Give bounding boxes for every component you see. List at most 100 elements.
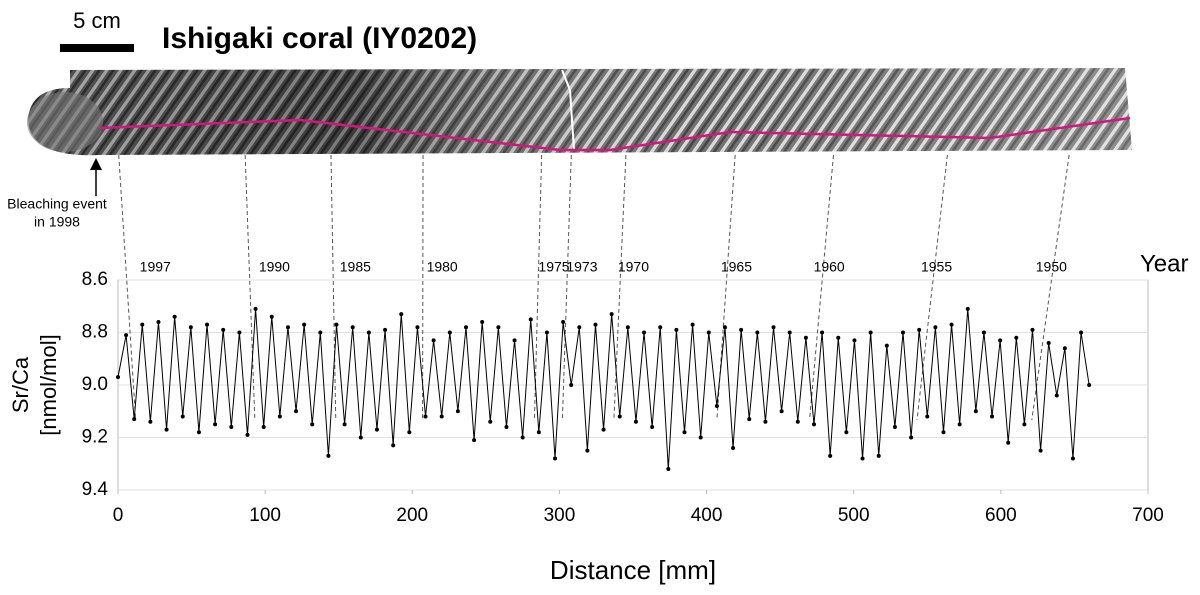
year-label: 1973 bbox=[566, 259, 597, 275]
data-point bbox=[706, 330, 711, 335]
data-point bbox=[504, 425, 509, 429]
year-link bbox=[716, 154, 736, 421]
data-point bbox=[463, 325, 468, 330]
y-axis-label: Sr/Ca bbox=[8, 356, 33, 413]
data-point bbox=[901, 330, 906, 335]
data-point bbox=[399, 312, 404, 317]
data-point bbox=[229, 425, 234, 429]
year-link bbox=[809, 154, 834, 421]
data-point bbox=[868, 330, 873, 335]
data-point bbox=[253, 306, 258, 311]
data-point bbox=[593, 322, 598, 327]
data-point bbox=[334, 322, 339, 327]
data-point bbox=[714, 404, 719, 408]
data-point bbox=[957, 422, 962, 427]
data-point bbox=[884, 343, 889, 348]
data-point bbox=[820, 330, 825, 335]
data-point bbox=[520, 435, 525, 440]
data-point bbox=[132, 417, 137, 422]
data-point bbox=[455, 409, 460, 414]
data-point bbox=[269, 314, 274, 319]
data-point bbox=[561, 320, 566, 324]
data-point bbox=[431, 338, 436, 343]
annotation: Bleaching event bbox=[7, 196, 107, 212]
data-point bbox=[674, 327, 679, 332]
year-link bbox=[916, 154, 948, 421]
data-point bbox=[1062, 346, 1067, 351]
data-point bbox=[310, 422, 315, 427]
data-point bbox=[447, 330, 452, 335]
year-axis-label: Year bbox=[1140, 250, 1189, 277]
y-tick-label: 8.6 bbox=[82, 269, 108, 290]
chart-title: Ishigaki coral (IY0202) bbox=[162, 22, 477, 55]
data-point bbox=[294, 409, 299, 414]
data-point bbox=[488, 419, 493, 424]
data-point bbox=[1079, 330, 1084, 335]
data-point bbox=[949, 322, 954, 327]
data-point bbox=[844, 430, 849, 435]
data-point bbox=[981, 330, 986, 335]
data-point bbox=[237, 330, 242, 335]
y-tick-label: 9.0 bbox=[82, 374, 108, 395]
data-point bbox=[658, 325, 663, 330]
data-point bbox=[544, 330, 549, 335]
data-point bbox=[836, 335, 841, 340]
data-point bbox=[755, 330, 760, 335]
data-point bbox=[803, 335, 808, 340]
year-label: 1950 bbox=[1036, 259, 1067, 275]
year-label: 1985 bbox=[340, 259, 371, 275]
x-tick-label: 700 bbox=[1132, 505, 1164, 526]
coral-image bbox=[27, 68, 1132, 156]
year-label: 1960 bbox=[814, 259, 845, 275]
data-point bbox=[998, 338, 1003, 343]
data-point bbox=[536, 430, 541, 435]
year-link bbox=[1031, 154, 1070, 421]
data-point bbox=[512, 338, 517, 343]
data-point bbox=[1054, 393, 1059, 398]
data-point bbox=[148, 419, 153, 424]
data-point bbox=[941, 430, 946, 435]
data-point bbox=[909, 435, 914, 440]
data-point bbox=[1070, 456, 1075, 461]
data-point bbox=[480, 320, 485, 324]
data-point bbox=[625, 325, 630, 330]
year-label: 1975 bbox=[538, 259, 569, 275]
data-point bbox=[1014, 335, 1019, 340]
data-point bbox=[617, 414, 622, 419]
data-point bbox=[374, 427, 379, 432]
data-point bbox=[472, 438, 477, 443]
data-point bbox=[285, 325, 290, 330]
data-point bbox=[690, 322, 695, 327]
y-axis-label: [nmol/mol] bbox=[36, 334, 61, 435]
x-tick-label: 300 bbox=[544, 505, 576, 526]
data-point bbox=[990, 414, 995, 419]
data-point bbox=[156, 320, 161, 324]
data-point bbox=[383, 327, 388, 332]
data-point bbox=[366, 330, 371, 335]
data-point bbox=[439, 414, 444, 419]
data-point bbox=[811, 422, 816, 427]
data-point bbox=[221, 327, 226, 332]
data-point bbox=[650, 425, 655, 429]
data-point bbox=[116, 375, 120, 380]
data-point bbox=[318, 330, 323, 335]
data-point bbox=[633, 419, 638, 424]
data-point bbox=[391, 443, 396, 448]
data-point bbox=[342, 422, 347, 427]
data-point bbox=[164, 427, 169, 432]
x-axis-label: Distance [mm] bbox=[550, 555, 716, 585]
data-point bbox=[140, 322, 145, 327]
y-tick-label: 8.8 bbox=[82, 322, 108, 343]
data-point bbox=[415, 325, 420, 330]
data-point bbox=[779, 409, 784, 414]
x-tick-label: 500 bbox=[838, 505, 870, 526]
data-point bbox=[1046, 341, 1051, 345]
data-point bbox=[965, 306, 970, 311]
data-point bbox=[188, 325, 193, 330]
data-point bbox=[739, 327, 744, 332]
data-point bbox=[172, 314, 177, 319]
y-tick-label: 9.4 bbox=[82, 479, 109, 500]
x-tick-label: 200 bbox=[396, 505, 428, 526]
data-point bbox=[917, 327, 922, 332]
year-label: 1990 bbox=[259, 259, 290, 275]
